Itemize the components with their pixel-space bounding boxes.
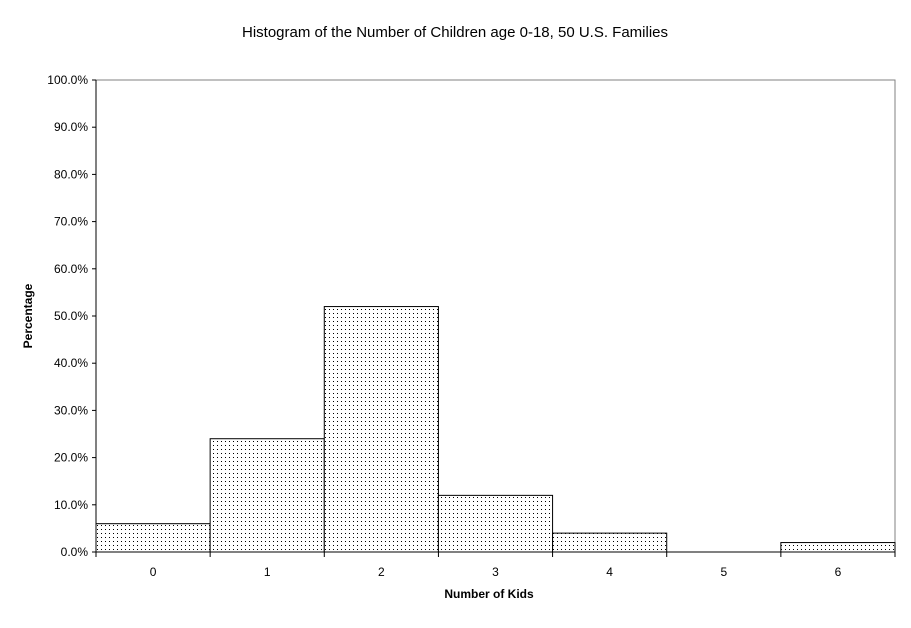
- x-tick-label: 4: [606, 565, 613, 579]
- bar-0: [95, 523, 211, 553]
- y-tick-label: 60.0%: [54, 262, 88, 276]
- y-tick-label: 50.0%: [54, 309, 88, 323]
- x-tick-label: 0: [150, 565, 157, 579]
- y-tick-label: 20.0%: [54, 451, 88, 465]
- bar-4: [552, 532, 668, 553]
- x-tick-label: 5: [720, 565, 727, 579]
- x-tick-label: 2: [378, 565, 385, 579]
- bar-1: [209, 438, 325, 553]
- x-tick-label: 3: [492, 565, 499, 579]
- y-tick-label: 70.0%: [54, 215, 88, 229]
- bar-2: [323, 306, 439, 553]
- x-tick-label: 1: [264, 565, 271, 579]
- x-axis: 0 1 2 3 4 5 6: [95, 552, 896, 579]
- bar-3: [437, 494, 554, 553]
- x-axis-title: Number of Kids: [444, 587, 534, 601]
- y-axis-title: Percentage: [21, 283, 35, 348]
- y-tick-label: 10.0%: [54, 498, 88, 512]
- x-tick-label: 6: [835, 565, 842, 579]
- bar-6: [780, 542, 896, 553]
- y-tick-label: 40.0%: [54, 356, 88, 370]
- y-tick-label: 100.0%: [47, 73, 88, 87]
- y-axis: 0.0% 10.0% 20.0% 30.0% 40.0% 50.0% 60.0% 70.0% 8…: [47, 73, 96, 559]
- y-tick-label: 30.0%: [54, 403, 88, 417]
- chart-title: Histogram of the Number of Children age …: [242, 24, 668, 41]
- bar-series: [95, 306, 896, 553]
- y-tick-label: 80.0%: [54, 167, 88, 181]
- y-tick-label: 90.0%: [54, 120, 88, 134]
- y-tick-label: 0.0%: [61, 545, 89, 559]
